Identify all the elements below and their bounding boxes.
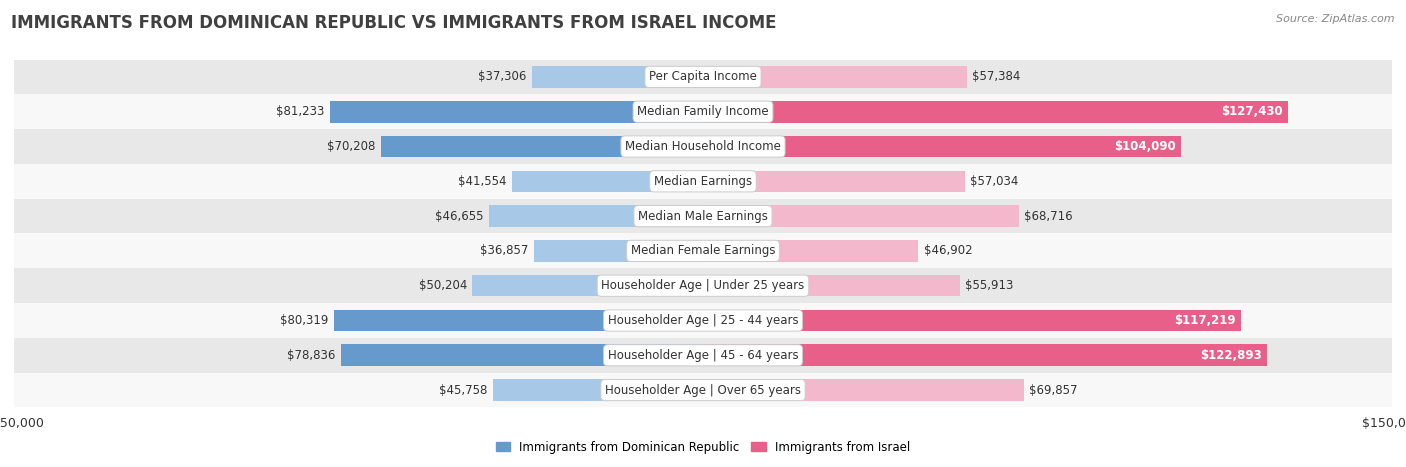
Bar: [494, 379, 703, 401]
Text: Per Capita Income: Per Capita Income: [650, 71, 756, 84]
Text: Householder Age | Under 25 years: Householder Age | Under 25 years: [602, 279, 804, 292]
Text: $122,893: $122,893: [1201, 349, 1263, 362]
Text: Householder Age | 25 - 44 years: Householder Age | 25 - 44 years: [607, 314, 799, 327]
Bar: [703, 170, 965, 192]
Text: $57,034: $57,034: [970, 175, 1019, 188]
Bar: [512, 170, 703, 192]
Bar: [14, 303, 1392, 338]
Bar: [534, 240, 703, 262]
Text: $81,233: $81,233: [276, 105, 325, 118]
Text: $127,430: $127,430: [1222, 105, 1282, 118]
Text: $69,857: $69,857: [1029, 383, 1078, 396]
Text: Median Household Income: Median Household Income: [626, 140, 780, 153]
Text: $57,384: $57,384: [972, 71, 1021, 84]
Bar: [472, 275, 703, 297]
Text: $78,836: $78,836: [287, 349, 336, 362]
Bar: [14, 164, 1392, 198]
Text: Source: ZipAtlas.com: Source: ZipAtlas.com: [1277, 14, 1395, 24]
Text: Median Earnings: Median Earnings: [654, 175, 752, 188]
Text: Median Family Income: Median Family Income: [637, 105, 769, 118]
Text: $104,090: $104,090: [1114, 140, 1175, 153]
Bar: [489, 205, 703, 227]
Bar: [381, 136, 703, 157]
Text: Median Male Earnings: Median Male Earnings: [638, 210, 768, 223]
Bar: [703, 136, 1181, 157]
Bar: [335, 310, 703, 331]
Bar: [703, 66, 966, 88]
Legend: Immigrants from Dominican Republic, Immigrants from Israel: Immigrants from Dominican Republic, Immi…: [491, 436, 915, 458]
Bar: [14, 59, 1392, 94]
Text: $117,219: $117,219: [1174, 314, 1236, 327]
Text: $70,208: $70,208: [326, 140, 375, 153]
Bar: [14, 129, 1392, 164]
Bar: [330, 101, 703, 122]
Text: $80,319: $80,319: [280, 314, 329, 327]
Text: Median Female Earnings: Median Female Earnings: [631, 244, 775, 257]
Bar: [14, 198, 1392, 234]
Text: $46,655: $46,655: [434, 210, 484, 223]
Bar: [14, 269, 1392, 303]
Bar: [14, 338, 1392, 373]
Text: $50,204: $50,204: [419, 279, 467, 292]
Bar: [703, 275, 960, 297]
Text: $37,306: $37,306: [478, 71, 526, 84]
Text: IMMIGRANTS FROM DOMINICAN REPUBLIC VS IMMIGRANTS FROM ISRAEL INCOME: IMMIGRANTS FROM DOMINICAN REPUBLIC VS IM…: [11, 14, 776, 32]
Bar: [703, 101, 1288, 122]
Bar: [703, 240, 918, 262]
Text: Householder Age | Over 65 years: Householder Age | Over 65 years: [605, 383, 801, 396]
Text: $68,716: $68,716: [1024, 210, 1073, 223]
Bar: [14, 234, 1392, 269]
Text: $36,857: $36,857: [479, 244, 529, 257]
Text: $41,554: $41,554: [458, 175, 506, 188]
Bar: [703, 379, 1024, 401]
Bar: [703, 310, 1241, 331]
Bar: [531, 66, 703, 88]
Bar: [14, 94, 1392, 129]
Text: Householder Age | 45 - 64 years: Householder Age | 45 - 64 years: [607, 349, 799, 362]
Bar: [703, 205, 1018, 227]
Bar: [340, 345, 703, 366]
Text: $55,913: $55,913: [966, 279, 1014, 292]
Text: $46,902: $46,902: [924, 244, 973, 257]
Bar: [703, 345, 1267, 366]
Text: $45,758: $45,758: [439, 383, 488, 396]
Bar: [14, 373, 1392, 408]
